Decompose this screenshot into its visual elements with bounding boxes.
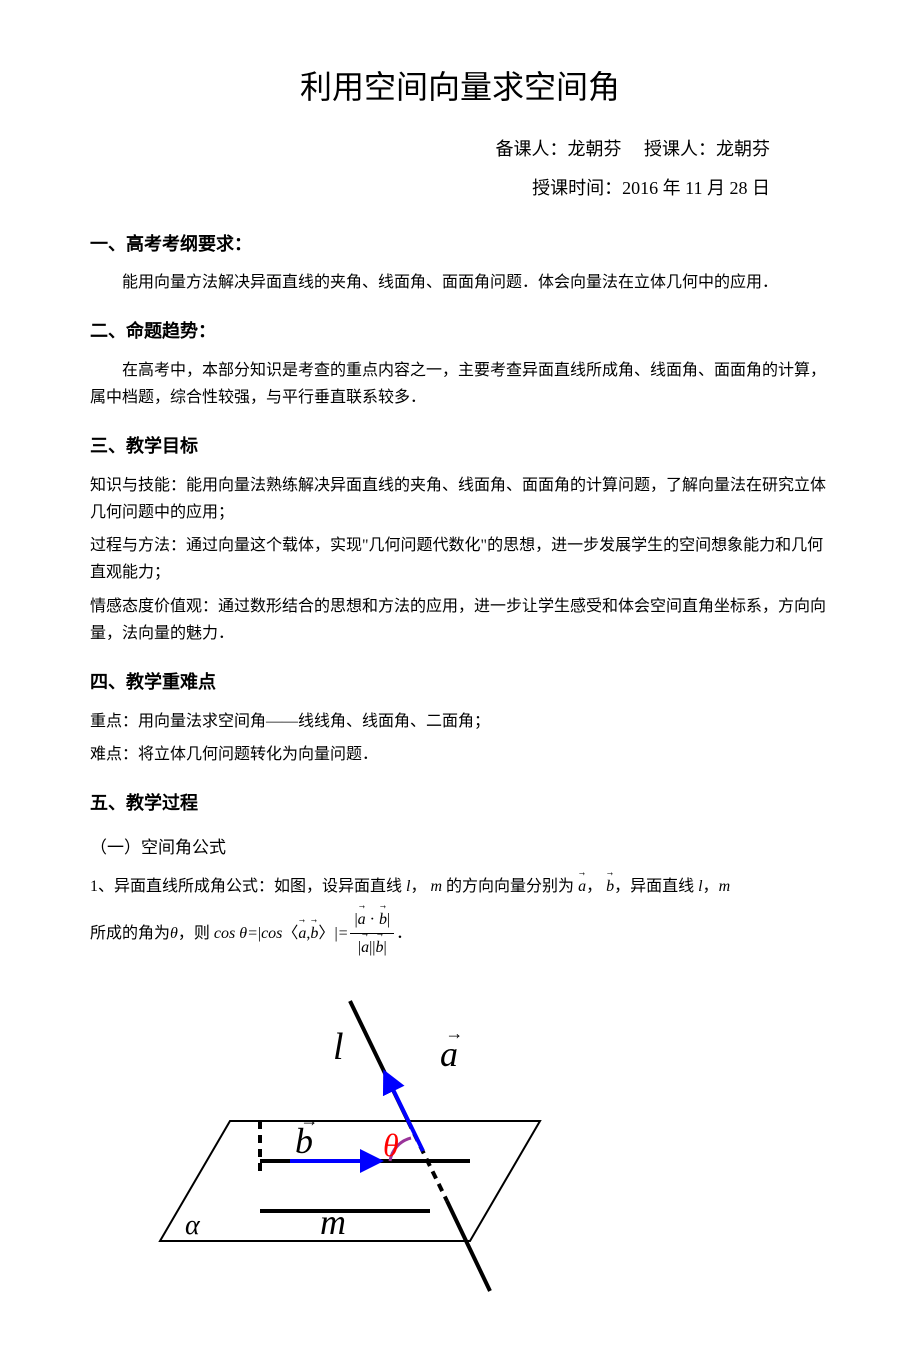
- section-2-p1: 在高考中，本部分知识是考查的重点内容之一，主要考查异面直线所成角、线面角、面面角…: [90, 357, 830, 411]
- meta-line-1: 备课人：龙朝芬 授课人：龙朝芬: [90, 134, 830, 165]
- diagram-container: αmb→θla→: [130, 981, 830, 1310]
- svg-text:l: l: [333, 1026, 344, 1068]
- item1-mid2: 的方向向量分别为: [442, 878, 578, 895]
- svg-text:→: →: [300, 1110, 318, 1130]
- sym-a-vec: a: [578, 873, 586, 900]
- geometry-diagram: αmb→θla→: [130, 981, 570, 1301]
- formula-expr: cos θ = | cos 〈 a , b 〉 | = |a · b| |a||…: [214, 906, 412, 961]
- a1: a: [298, 920, 306, 947]
- section-4-p1: 重点：用向量法求空间角——线线角、线面角、二面角；: [90, 708, 830, 735]
- section-1-p1: 能用向量方法解决异面直线的夹角、线面角、面面角问题．体会向量法在立体几何中的应用…: [90, 269, 830, 296]
- section-1-heading: 一、高考考纲要求：: [90, 229, 830, 260]
- period: ．: [396, 920, 412, 947]
- formula-prefix: 所成的角为: [90, 920, 170, 947]
- section-3-p3: 情感态度价值观：通过数形结合的思想和方法的应用，进一步让学生感受和体会空间直角坐…: [90, 593, 830, 647]
- section-4-p2: 难点：将立体几何问题转化为向量问题．: [90, 741, 830, 768]
- page-title: 利用空间向量求空间角: [90, 60, 830, 114]
- section-5-sub1: （一）空间角公式: [90, 834, 830, 863]
- svg-text:α: α: [185, 1210, 201, 1241]
- preparer-name: 龙朝芬: [568, 139, 622, 159]
- frac-den: |a||b|: [354, 934, 391, 961]
- section-3-p2: 过程与方法：通过向量这个载体，实现"几何问题代数化"的思想，进一步发展学生的空间…: [90, 532, 830, 586]
- sym-m: m: [430, 878, 442, 895]
- teacher-label: 授课人：: [644, 139, 716, 159]
- item1-mid1: ，: [410, 878, 426, 895]
- item1-mid5: ，: [703, 878, 719, 895]
- teacher-name: 龙朝芬: [716, 139, 770, 159]
- item1-prefix: 1、异面直线所成角公式：如图，设异面直线: [90, 878, 406, 895]
- eq1: =: [247, 920, 258, 947]
- svg-text:→: →: [445, 1023, 463, 1043]
- meta-line-2: 授课时间：2016 年 11 月 28 日: [90, 173, 830, 204]
- item1-mid4: ，异面直线: [614, 878, 698, 895]
- sym-m2: m: [719, 878, 731, 895]
- lang: 〈: [282, 920, 298, 947]
- formula-tail: ，则: [178, 920, 210, 947]
- time-value: 2016 年 11 月 28 日: [622, 178, 770, 198]
- cos-txt: cos: [261, 920, 282, 947]
- sym-b-vec: b: [606, 873, 614, 900]
- a3: a: [361, 934, 369, 961]
- preparer-label: 备课人：: [496, 139, 568, 159]
- section-3-p1: 知识与技能：能用向量法熟练解决异面直线的夹角、线面角、面面角的计算问题，了解向量…: [90, 472, 830, 526]
- sym-theta: θ: [170, 920, 178, 947]
- item1-mid3: ，: [586, 878, 602, 895]
- svg-text:m: m: [320, 1202, 346, 1242]
- fraction: |a · b| |a||b|: [350, 906, 394, 961]
- formula-row: 所成的角为 θ，则 cos θ = | cos 〈 a , b 〉 | = |a…: [90, 906, 830, 961]
- rang: 〉: [318, 920, 334, 947]
- section-5-heading: 五、教学过程: [90, 788, 830, 819]
- b3: b: [376, 934, 384, 961]
- time-label: 授课时间：: [532, 178, 622, 198]
- dot: ·: [370, 911, 375, 928]
- frac-num: |a · b|: [350, 906, 394, 934]
- eq2: =: [338, 920, 349, 947]
- svg-text:θ: θ: [383, 1127, 399, 1163]
- section-2-heading: 二、命题趋势：: [90, 316, 830, 347]
- section-3-heading: 三、教学目标: [90, 431, 830, 462]
- item-1-line: 1、异面直线所成角公式：如图，设异面直线 l， m 的方向向量分别为 a， b，…: [90, 873, 830, 900]
- cos-theta: cos θ: [214, 920, 247, 947]
- section-4-heading: 四、教学重难点: [90, 667, 830, 698]
- b1: b: [310, 920, 318, 947]
